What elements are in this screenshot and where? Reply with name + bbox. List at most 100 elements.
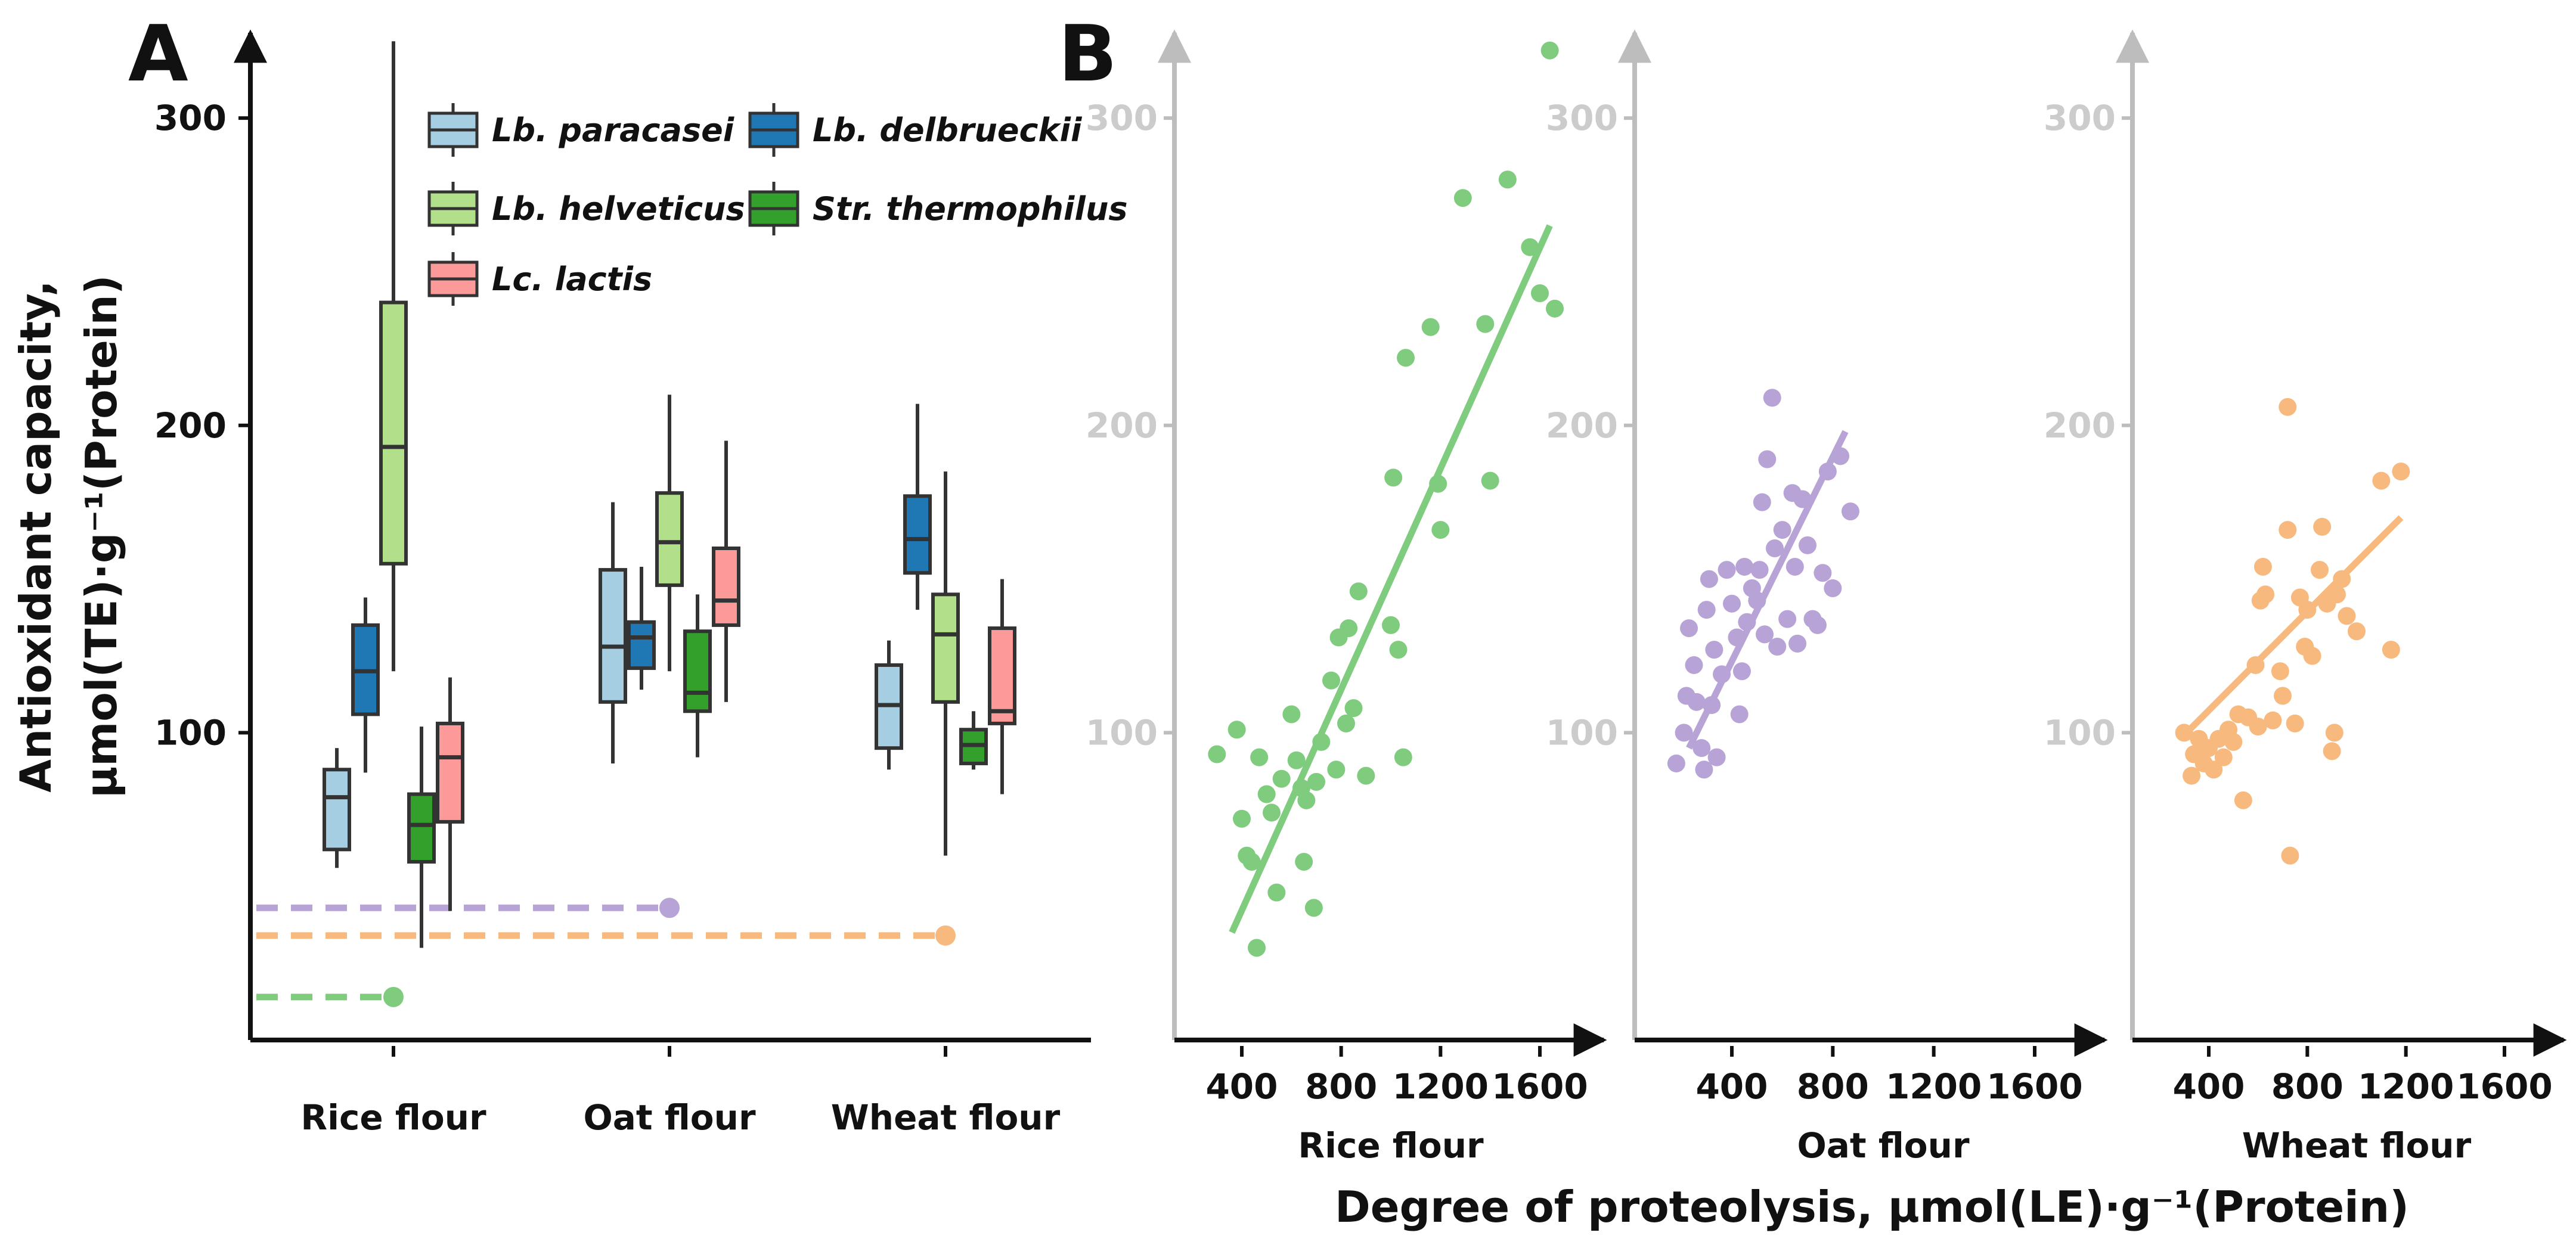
- data-point: [1295, 852, 1313, 871]
- data-point: [1322, 671, 1340, 690]
- data-point: [2274, 687, 2292, 705]
- box-lb-helveticus-wheat-flour: [931, 471, 960, 856]
- y-tick-label: 100: [1546, 712, 1618, 753]
- box-lc-lactis-wheat-flour: [988, 579, 1016, 794]
- data-point: [2323, 742, 2341, 760]
- data-point: [1382, 616, 1400, 634]
- box-lb-delbrueckii-oat-flour: [627, 566, 656, 690]
- box-lb-paracasei-wheat-flour: [875, 640, 903, 770]
- box-lb-delbrueckii-rice-flour: [351, 597, 380, 773]
- data-point: [1546, 299, 1564, 318]
- data-point: [1248, 939, 1266, 957]
- legend-item-lb-paracasei: Lb. paracasei: [427, 103, 735, 157]
- data-point: [2205, 760, 2223, 779]
- data-point: [2183, 766, 2201, 785]
- data-point: [1675, 724, 1693, 742]
- box-lc-lactis-rice-flour: [436, 677, 464, 911]
- data-point: [1785, 557, 1804, 576]
- data-point: [1263, 803, 1281, 822]
- x-tick-label: 1600: [1986, 1066, 2082, 1107]
- y-tick-label: 200: [2044, 405, 2116, 446]
- x-tick-label: 400: [2172, 1066, 2245, 1107]
- panel-label-oat-flour: Oat flour: [1797, 1125, 1969, 1166]
- data-point: [1421, 318, 1440, 336]
- data-point: [1307, 772, 1325, 791]
- data-point: [1344, 699, 1363, 718]
- y-tick-label: 100: [2044, 712, 2116, 753]
- data-point: [1687, 693, 1706, 711]
- data-point: [1267, 883, 1286, 902]
- data-point: [1349, 582, 1368, 601]
- data-point: [1732, 662, 1751, 681]
- data-point: [1814, 564, 1832, 582]
- legend-item-lb-delbrueckii: Lb. delbrueckii: [748, 103, 1083, 157]
- data-point: [1327, 760, 1346, 779]
- reference-dot-wheat-flour: [935, 925, 956, 946]
- data-point: [1723, 594, 1741, 613]
- data-point: [2311, 561, 2329, 579]
- data-point: [1718, 561, 1736, 579]
- data-point: [1763, 389, 1781, 407]
- data-point: [1692, 739, 1711, 758]
- data-point: [1697, 601, 1716, 619]
- y-tick-label: 300: [1546, 98, 1618, 138]
- data-point: [1750, 561, 1769, 579]
- data-point: [2279, 398, 2297, 416]
- box-str-thermophilus-oat-flour: [683, 594, 712, 758]
- x-axis-title: Degree of proteolysis, μmol(LE)·g⁻¹(Prot…: [1335, 1182, 2409, 1232]
- data-point: [2249, 718, 2267, 736]
- data-point: [2214, 748, 2233, 766]
- x-category-label-oat-flour: Oat flour: [583, 1097, 755, 1138]
- regression-line: [1686, 430, 1849, 750]
- data-point: [2264, 711, 2282, 730]
- data-point: [2338, 607, 2356, 625]
- data-point: [1753, 493, 1771, 511]
- data-point: [1340, 619, 1358, 638]
- data-point: [1824, 579, 1842, 598]
- data-point: [2281, 846, 2299, 865]
- data-point: [1227, 721, 1246, 739]
- data-point: [1773, 521, 1791, 539]
- data-point: [1705, 641, 1723, 659]
- box-lb-delbrueckii-wheat-flour: [903, 403, 932, 610]
- data-point: [1453, 189, 1472, 207]
- data-point: [1242, 852, 1261, 871]
- reference-dot-oat-flour: [659, 898, 680, 918]
- data-point: [1700, 570, 1718, 588]
- box-str-thermophilus-rice-flour: [407, 727, 436, 948]
- data-point: [1287, 751, 1306, 769]
- legend-label: Lb. paracasei: [492, 111, 735, 149]
- box-lb-helveticus-rice-flour: [379, 41, 408, 672]
- legend-label: Str. thermophilus: [813, 190, 1128, 228]
- scatter-panel-wheat-flour: 100 200 300 400 800 1200 1600 Wheat flour: [2044, 29, 2567, 1166]
- data-point: [2372, 471, 2391, 490]
- box-body: [407, 792, 436, 864]
- box-lb-helveticus-oat-flour: [655, 395, 684, 672]
- data-point: [1389, 641, 1408, 659]
- regression-line: [2184, 515, 2404, 735]
- data-point: [1756, 625, 1774, 644]
- box-body: [683, 629, 712, 713]
- data-point: [2271, 662, 2289, 681]
- box-body: [931, 592, 960, 704]
- x-tick-label: 1600: [2456, 1066, 2552, 1107]
- data-point: [1384, 468, 1403, 487]
- data-point: [1758, 450, 1777, 468]
- data-point: [2348, 622, 2366, 641]
- panel-b-letter: B: [1058, 8, 1117, 99]
- reference-dot-rice-flour: [383, 986, 404, 1007]
- x-tick-label: 1200: [1393, 1066, 1489, 1107]
- data-point: [1397, 349, 1415, 367]
- data-point: [1768, 638, 1787, 656]
- data-point: [1841, 502, 1859, 521]
- y-tick-label: 300: [154, 98, 227, 138]
- data-point: [1481, 471, 1499, 490]
- box-body: [599, 568, 627, 704]
- data-point: [1272, 769, 1291, 788]
- data-point: [2313, 517, 2332, 536]
- legend-label: Lc. lactis: [492, 260, 652, 298]
- legend-label: Lb. helveticus: [492, 190, 745, 228]
- data-point: [1540, 41, 1559, 60]
